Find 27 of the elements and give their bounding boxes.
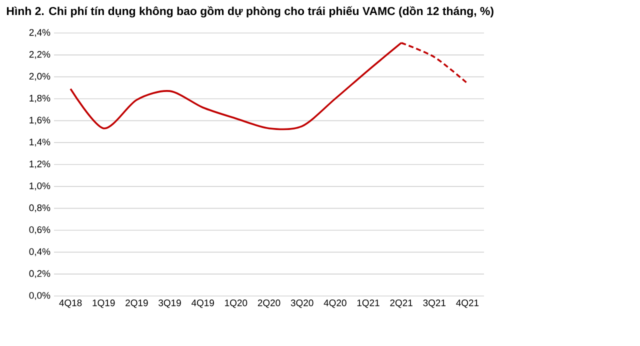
y-tick-label: 2,0% <box>29 72 50 81</box>
x-tick-label: 1Q21 <box>357 300 380 308</box>
x-tick-label: 4Q19 <box>191 300 214 308</box>
x-tick-label: 1Q20 <box>225 300 248 308</box>
y-tick-label: 0,6% <box>29 226 50 234</box>
y-tick-label: 2,2% <box>29 51 50 59</box>
x-tick-label: 4Q18 <box>59 300 82 308</box>
x-tick-label: 4Q21 <box>456 300 479 308</box>
x-tick-label: 4Q20 <box>324 300 346 308</box>
x-tick-label: 3Q21 <box>423 300 446 308</box>
x-tick-label: 1Q19 <box>92 300 115 308</box>
y-tick-label: 0,0% <box>29 292 50 300</box>
y-tick-label: 1,2% <box>30 160 50 168</box>
y-tick-label: 0,4% <box>29 248 50 256</box>
x-tick-label: 2Q20 <box>258 300 280 308</box>
y-tick-label: 0,8% <box>29 204 50 212</box>
y-tick-label: 1,0% <box>30 182 50 190</box>
x-tick-label: 3Q20 <box>290 300 314 308</box>
y-tick-label: 1,4% <box>30 138 50 146</box>
y-tick-label: 1,8% <box>30 94 50 103</box>
y-tick-label: 1,6% <box>30 116 50 125</box>
x-tick-label: 2Q19 <box>126 300 148 308</box>
y-tick-label: 2,4% <box>29 29 50 37</box>
x-tick-label: 3Q19 <box>158 300 181 308</box>
chart-title: Hình 2. Chi phí tín dụng không bao gồm dự phòng cho trái phiếu VAMC (dồn 12 tháng, %) <box>6 6 494 18</box>
x-tick-label: 2Q21 <box>390 300 412 308</box>
y-tick-label: 0,2% <box>29 270 50 278</box>
